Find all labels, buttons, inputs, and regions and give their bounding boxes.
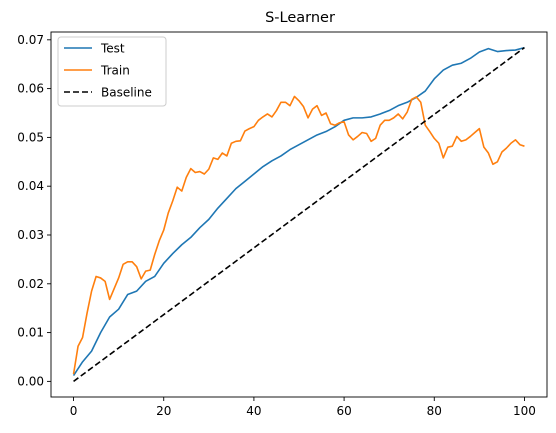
- y-tick-label: 0.02: [17, 277, 44, 291]
- x-tick-label: 40: [246, 404, 261, 418]
- legend: Test Train Baseline: [57, 36, 167, 107]
- series-line-test: [72, 46, 525, 376]
- chart-title: S-Learner: [265, 10, 335, 26]
- y-tick-label: 0.05: [17, 130, 44, 144]
- y-tick-label: 0.00: [17, 374, 44, 388]
- x-tick-label: 80: [427, 404, 442, 418]
- x-tick-label: 20: [156, 404, 171, 418]
- legend-label-baseline: Baseline: [101, 86, 152, 100]
- y-tick-label: 0.03: [17, 228, 44, 242]
- y-tick-label: 0.01: [17, 326, 44, 340]
- legend-label-test: Test: [100, 42, 125, 56]
- x-tick-label: 100: [513, 404, 536, 418]
- series-line-train: [72, 95, 525, 375]
- series-line-baseline: [73, 46, 525, 383]
- y-axis: 0.00 0.01 0.02 0.03 0.04 0.05 0.06 0.07: [17, 33, 51, 388]
- y-tick-label: 0.04: [17, 179, 44, 193]
- plot-lines: [72, 46, 525, 383]
- y-tick-label: 0.07: [17, 33, 44, 47]
- x-tick-label: 0: [70, 404, 78, 418]
- x-tick-label: 60: [336, 404, 351, 418]
- x-axis: 0 20 40 60 80 100: [70, 397, 536, 418]
- plot-frame: [50, 31, 548, 398]
- legend-label-train: Train: [100, 64, 130, 78]
- legend-box: [57, 36, 167, 107]
- y-tick-label: 0.06: [17, 82, 44, 96]
